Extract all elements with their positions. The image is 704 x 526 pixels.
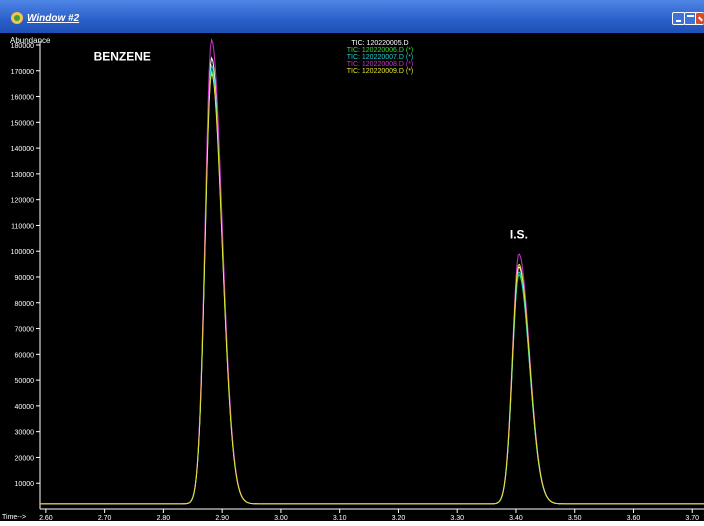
x-axis-label: Time--> (2, 514, 26, 521)
window-titlebar[interactable]: Window #2 (0, 0, 704, 33)
y-tick-label: 110000 (11, 223, 34, 230)
series-line-4 (40, 37, 704, 505)
x-tick-label: 2.80 (157, 515, 171, 521)
y-tick-label: 30000 (15, 430, 35, 437)
legend-entry: TIC: 120220008.D (*) (347, 61, 414, 68)
series-line-1 (40, 56, 704, 505)
x-tick-label: 2.90 (215, 515, 229, 521)
close-button[interactable] (695, 12, 704, 25)
close-icon (698, 16, 703, 22)
legend-entry: TIC: 120220009.D (*) (347, 68, 414, 75)
legend-entry: TIC: 120220005.D (351, 40, 408, 47)
y-tick-label: 140000 (11, 146, 34, 153)
chromatogram-chart: Abundance 10000 20000 30000 40000 50000 60000… (2, 36, 704, 522)
x-tick-label: 3.00 (274, 515, 288, 521)
legend-entry: TIC: 120220006.D (*) (347, 47, 414, 54)
legend-entry: TIC: 120220007.D (*) (347, 54, 414, 61)
x-tick-label: 3.50 (568, 515, 582, 521)
y-tick-label: 150000 (11, 120, 34, 127)
app-icon (11, 12, 23, 24)
peak-label: I.S. (510, 227, 528, 241)
y-tick-label: 90000 (15, 275, 35, 282)
y-axis: 10000 20000 30000 40000 50000 60000 70000 80000… (11, 41, 41, 509)
x-tick-label: 3.20 (392, 515, 406, 521)
y-tick-label: 170000 (11, 69, 34, 76)
y-axis-label: Abundance (10, 36, 51, 45)
series-line-3 (40, 63, 704, 505)
series-line-5 (40, 71, 704, 505)
y-tick-label: 50000 (15, 378, 35, 385)
y-tick-label: 120000 (11, 198, 34, 205)
chromatogram-plot-area: Abundance 10000 20000 30000 40000 50000 60000… (0, 33, 704, 522)
y-tick-label: 20000 (15, 455, 35, 462)
y-tick-label: 10000 (15, 481, 35, 488)
peak-annotations: BENZENE I.S. (94, 49, 528, 241)
y-tick-label: 130000 (11, 172, 34, 179)
series-line-2 (40, 69, 704, 505)
y-tick-label: 160000 (11, 95, 34, 102)
window-title: Window #2 (27, 13, 80, 24)
x-tick-label: 3.10 (333, 515, 347, 521)
x-tick-label: 3.60 (627, 515, 641, 521)
x-tick-label: 3.40 (509, 515, 523, 521)
y-tick-label: 100000 (11, 249, 34, 256)
peak-label: BENZENE (94, 49, 151, 63)
x-axis: 2.60 2.70 2.80 2.90 3.00 3.10 3.20 3.30 3.40 3.50… (39, 508, 704, 522)
x-tick-label: 2.70 (98, 515, 112, 521)
minimize-icon (676, 20, 681, 22)
x-tick-label: 3.70 (685, 515, 699, 521)
y-tick-label: 80000 (15, 301, 35, 308)
x-tick-label: 2.60 (39, 515, 53, 521)
maximize-icon (687, 15, 694, 17)
y-tick-label: 40000 (15, 404, 35, 411)
x-tick-label: 3.30 (450, 515, 464, 521)
y-tick-label: 60000 (15, 352, 35, 359)
y-tick-label: 180000 (11, 43, 34, 50)
series-lines (40, 37, 704, 505)
y-tick-label: 70000 (15, 327, 35, 334)
